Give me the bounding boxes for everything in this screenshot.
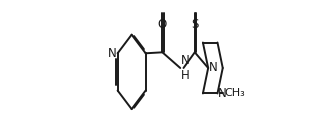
Text: H: H <box>180 69 189 82</box>
Text: O: O <box>158 18 167 31</box>
Text: N: N <box>108 47 117 60</box>
Text: CH₃: CH₃ <box>224 88 245 98</box>
Text: N: N <box>180 54 189 67</box>
Text: S: S <box>191 18 199 31</box>
Text: N: N <box>209 62 217 75</box>
Text: N: N <box>218 87 226 100</box>
